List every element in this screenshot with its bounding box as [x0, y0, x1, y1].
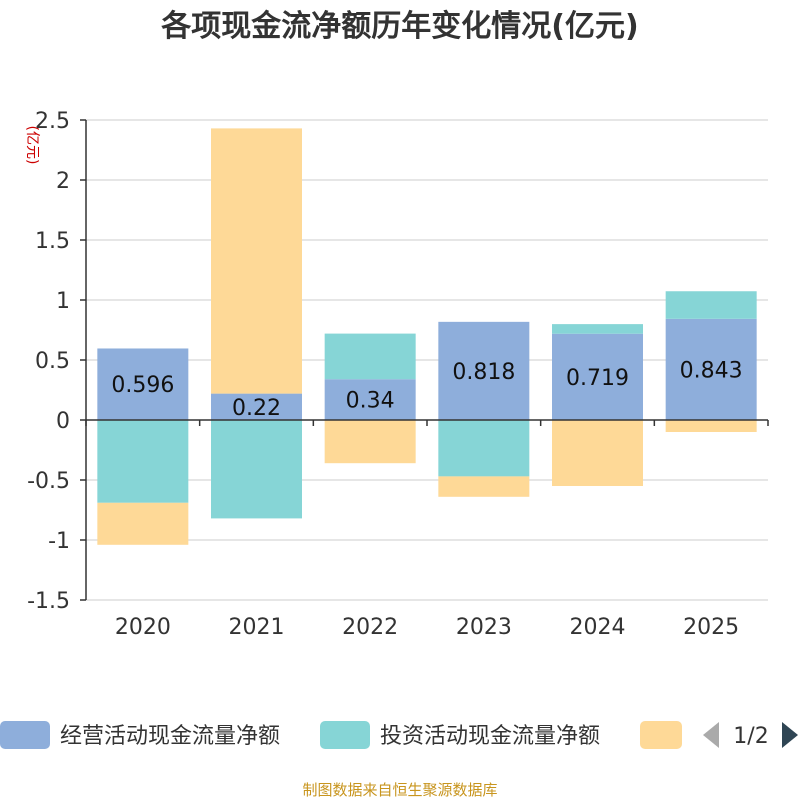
axes: 2020 2021 2022 2023 2024 2025	[80, 119, 769, 640]
y-tick-label: 0	[56, 409, 70, 434]
bar-series-2-2025[interactable]	[665, 420, 757, 432]
bar-series-0-2025[interactable]	[665, 318, 757, 420]
x-tick-label: 2023	[456, 615, 512, 640]
bar-series-0-2021[interactable]	[211, 393, 302, 420]
data-label-2020: 0.596	[111, 373, 174, 398]
data-labels: 0.596 0.22 0.34 0.818 0.719 0.843	[111, 358, 742, 420]
y-tick-label: 2	[56, 169, 70, 194]
y-tick-label: 0.5	[35, 349, 70, 374]
bar-series-0-2024[interactable]	[552, 333, 643, 420]
bar-series-2-2024[interactable]	[552, 420, 643, 486]
data-label-2021: 0.22	[232, 396, 281, 421]
x-tick-label: 2020	[115, 615, 171, 640]
legend-swatch-financing[interactable]	[640, 721, 682, 749]
bar-series-2-2022[interactable]	[324, 420, 416, 464]
legend-page-indicator: 1/2	[733, 724, 768, 749]
source-note: 制图数据来自恒生聚源数据库	[302, 781, 497, 799]
data-label-2025: 0.843	[680, 358, 743, 383]
legend-prev-page-icon[interactable]	[703, 722, 719, 748]
bars	[97, 128, 757, 545]
bar-series-2-2023[interactable]	[438, 476, 530, 497]
legend-label-operating[interactable]: 经营活动现金流量净额	[60, 724, 280, 749]
bar-series-1-2020[interactable]	[97, 420, 189, 503]
bar-series-1-2023[interactable]	[438, 420, 530, 477]
legend: 经营活动现金流量净额 投资活动现金流量净额 1/2	[0, 721, 798, 749]
grid: 2.5 2 1.5 1 0.5 0 -0.5 -1 -1.5	[27, 109, 768, 614]
bar-series-0-2020[interactable]	[97, 348, 189, 420]
y-axis-unit-label: (亿元)	[24, 126, 40, 165]
legend-next-page-icon[interactable]	[782, 722, 798, 748]
legend-label-investing[interactable]: 投资活动现金流量净额	[380, 724, 600, 749]
data-label-2023: 0.818	[452, 360, 515, 385]
data-label-2024: 0.719	[566, 366, 629, 391]
y-tick-label: -0.5	[27, 469, 70, 494]
bar-series-1-2025[interactable]	[665, 291, 757, 319]
x-tick-label: 2021	[229, 615, 285, 640]
bar-series-2-2020[interactable]	[97, 502, 189, 545]
bar-series-2-2021[interactable]	[211, 128, 302, 394]
bar-series-1-2022[interactable]	[324, 333, 416, 380]
x-tick-label: 2022	[342, 615, 398, 640]
bar-series-1-2021[interactable]	[211, 420, 302, 519]
y-tick-label: -1	[48, 529, 70, 554]
bar-series-0-2023[interactable]	[438, 321, 530, 420]
x-tick-label: 2025	[683, 615, 739, 640]
y-tick-label: 2.5	[35, 109, 70, 134]
y-tick-label: 1.5	[35, 229, 70, 254]
bar-series-0-2022[interactable]	[324, 379, 416, 420]
bar-series-1-2024[interactable]	[552, 324, 643, 334]
chart-title: 各项现金流净额历年变化情况(亿元)	[160, 9, 638, 44]
y-tick-label: 1	[56, 289, 70, 314]
legend-swatch-operating[interactable]	[0, 721, 50, 749]
x-tick-label: 2024	[570, 615, 626, 640]
data-label-2022: 0.34	[346, 389, 395, 414]
legend-swatch-investing[interactable]	[320, 721, 370, 749]
y-tick-label: -1.5	[27, 589, 70, 614]
